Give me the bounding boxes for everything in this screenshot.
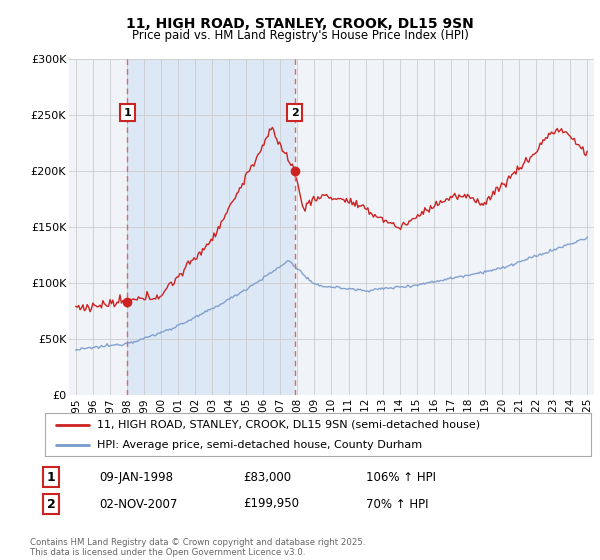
- Text: 70% ↑ HPI: 70% ↑ HPI: [366, 497, 428, 511]
- Text: 11, HIGH ROAD, STANLEY, CROOK, DL15 9SN: 11, HIGH ROAD, STANLEY, CROOK, DL15 9SN: [126, 17, 474, 31]
- Text: 1: 1: [47, 470, 55, 484]
- Text: 2: 2: [47, 497, 55, 511]
- Text: Price paid vs. HM Land Registry's House Price Index (HPI): Price paid vs. HM Land Registry's House …: [131, 29, 469, 42]
- Text: £199,950: £199,950: [243, 497, 299, 511]
- Text: HPI: Average price, semi-detached house, County Durham: HPI: Average price, semi-detached house,…: [97, 441, 422, 450]
- Text: 106% ↑ HPI: 106% ↑ HPI: [366, 470, 436, 484]
- Text: 2: 2: [291, 108, 299, 118]
- Text: £83,000: £83,000: [243, 470, 291, 484]
- Text: 1: 1: [124, 108, 131, 118]
- Bar: [127, 59, 295, 395]
- Text: 09-JAN-1998: 09-JAN-1998: [99, 470, 173, 484]
- Text: Contains HM Land Registry data © Crown copyright and database right 2025.
This d: Contains HM Land Registry data © Crown c…: [30, 538, 365, 557]
- Text: 11, HIGH ROAD, STANLEY, CROOK, DL15 9SN (semi-detached house): 11, HIGH ROAD, STANLEY, CROOK, DL15 9SN …: [97, 420, 480, 430]
- Text: 02-NOV-2007: 02-NOV-2007: [99, 497, 178, 511]
